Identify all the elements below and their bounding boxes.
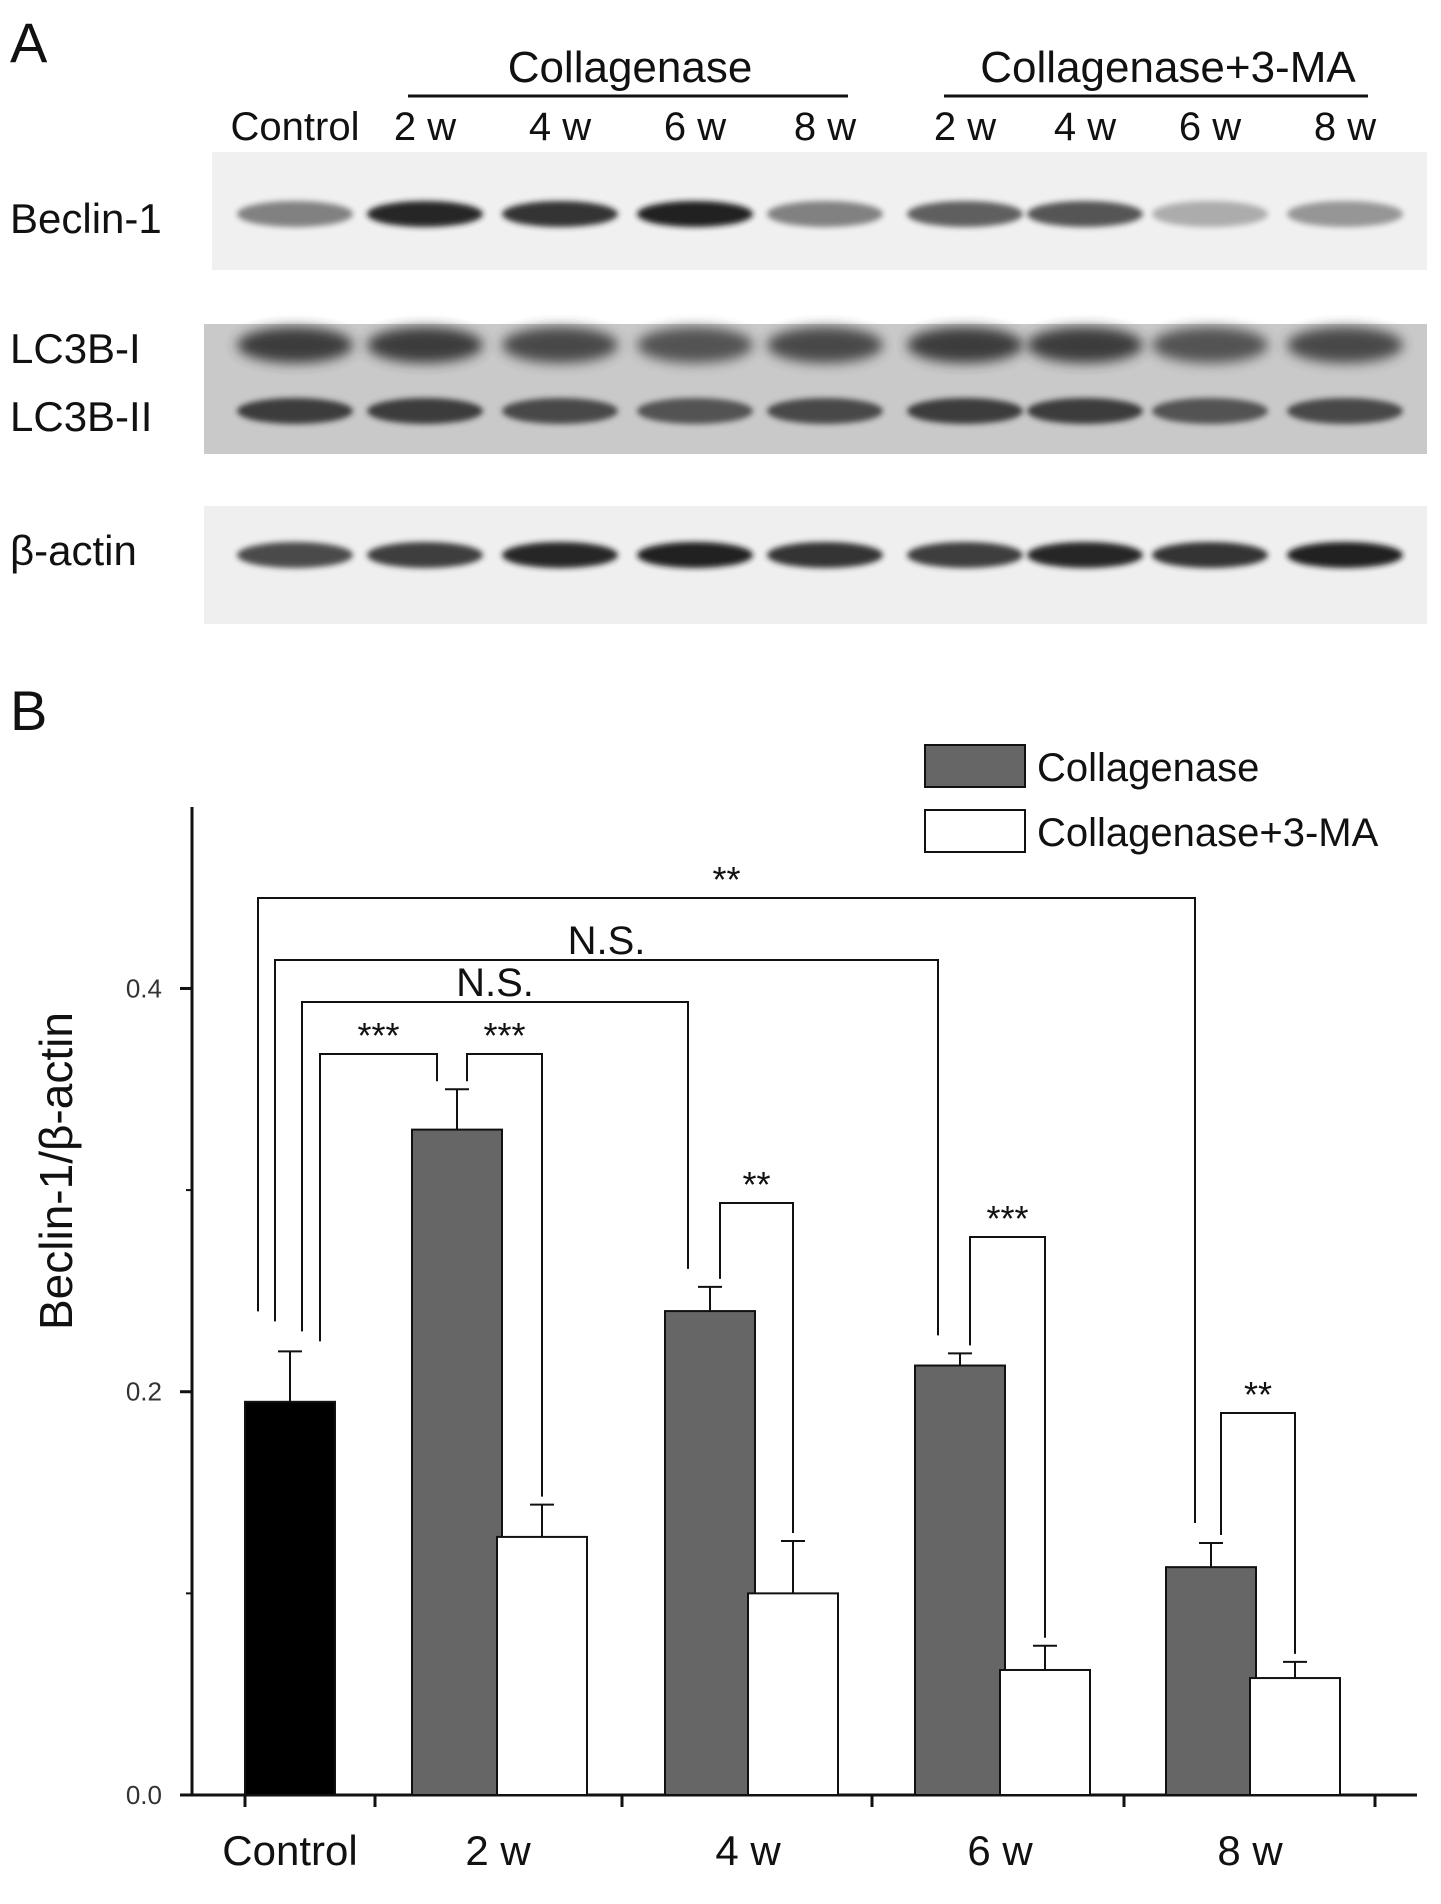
blot-band bbox=[1027, 327, 1143, 363]
significance-brackets: **N.S.N.S.*** ********** bbox=[257, 859, 1296, 1654]
bar-collagenase-3ma bbox=[1249, 1677, 1341, 1797]
significance-bracket bbox=[969, 1236, 1046, 1638]
blot-band bbox=[367, 201, 483, 227]
blot-band bbox=[1287, 542, 1403, 568]
blot-band bbox=[767, 201, 883, 227]
x-tick-label: 2 w bbox=[465, 1827, 531, 1874]
blot-band bbox=[767, 398, 883, 424]
blot-band bbox=[1027, 201, 1143, 227]
significance-bracket bbox=[301, 1001, 689, 1332]
row-label-beclin-1: Beclin-1 bbox=[10, 195, 162, 242]
x-tick-label: Control bbox=[222, 1827, 357, 1874]
blot-band bbox=[637, 327, 753, 363]
x-tick-label: 8 w bbox=[1217, 1827, 1283, 1874]
lane-label: Control bbox=[231, 105, 360, 149]
blot-band bbox=[1027, 398, 1143, 424]
significance-bracket bbox=[466, 1053, 543, 1497]
lane-label: 8 w bbox=[794, 105, 856, 149]
lane-label: 8 w bbox=[1314, 105, 1376, 149]
y-axis-label: Beclin-1/β-actin bbox=[30, 1012, 82, 1330]
significance-label: *** bbox=[483, 1015, 525, 1056]
blot-band bbox=[907, 398, 1023, 424]
lane-label: 2 w bbox=[934, 105, 996, 149]
legend-label-collagenase-3ma: Collagenase+3-MA bbox=[1037, 811, 1379, 855]
bar-collagenase-3ma bbox=[496, 1535, 588, 1796]
blot-band bbox=[237, 542, 353, 568]
blot-band bbox=[767, 542, 883, 568]
significance-bracket bbox=[1220, 1412, 1296, 1654]
blot-band bbox=[637, 542, 753, 568]
significance-label: ** bbox=[1244, 1374, 1272, 1415]
blot-band bbox=[502, 398, 618, 424]
blot-band bbox=[1287, 398, 1403, 424]
bar-collagenase bbox=[411, 1128, 503, 1797]
blot-band bbox=[237, 201, 353, 227]
blot-band bbox=[1287, 327, 1403, 363]
significance-label: N.S. bbox=[456, 961, 534, 1005]
y-tick-label: 0.0 bbox=[126, 1780, 162, 1810]
group-title-collagenase: Collagenase bbox=[508, 43, 753, 92]
significance-bracket bbox=[719, 1202, 794, 1533]
significance-bracket bbox=[319, 1053, 438, 1342]
group-title-collagenase-3ma: Collagenase+3-MA bbox=[980, 43, 1356, 92]
bar-control bbox=[244, 1400, 336, 1796]
blot-band bbox=[907, 327, 1023, 363]
bar-collagenase bbox=[914, 1364, 1006, 1796]
lane-label: 4 w bbox=[529, 105, 591, 149]
y-tick-label: 0.4 bbox=[126, 973, 162, 1003]
lane-labels: Control 2 w 4 w 6 w 8 w 2 w 4 w 6 w 8 w bbox=[231, 105, 1377, 149]
significance-label: N.S. bbox=[568, 919, 646, 963]
blot-band bbox=[1152, 398, 1268, 424]
blot-band bbox=[637, 398, 753, 424]
blot-band bbox=[237, 327, 353, 363]
blot-band bbox=[502, 327, 618, 363]
blot-band bbox=[637, 201, 753, 227]
blot-band bbox=[1152, 542, 1268, 568]
blot-band bbox=[1152, 201, 1268, 227]
significance-bracket bbox=[274, 959, 939, 1336]
lane-label: 2 w bbox=[394, 105, 456, 149]
y-tick-label: 0.2 bbox=[126, 1377, 162, 1407]
blot-band bbox=[1287, 201, 1403, 227]
y-ticks: 0.0 0.2 0.4 bbox=[126, 973, 192, 1810]
legend-swatch-collagenase bbox=[924, 744, 1026, 788]
bar-collagenase bbox=[664, 1310, 756, 1797]
x-tick-label: 4 w bbox=[715, 1827, 781, 1874]
significance-label: *** bbox=[357, 1015, 399, 1056]
bar-collagenase bbox=[1165, 1566, 1257, 1797]
row-label-lc3b-i: LC3B-I bbox=[10, 325, 141, 372]
blot-band bbox=[367, 327, 483, 363]
blot-bands bbox=[237, 201, 1403, 568]
significance-label: ** bbox=[712, 859, 740, 900]
significance-bracket bbox=[257, 897, 1196, 1523]
blot-band bbox=[237, 398, 353, 424]
blot-band bbox=[502, 542, 618, 568]
lane-label: 4 w bbox=[1054, 105, 1116, 149]
legend-swatch-collagenase-3ma bbox=[924, 809, 1026, 853]
bar-collagenase-3ma bbox=[999, 1668, 1091, 1797]
bar-collagenase-3ma bbox=[747, 1592, 839, 1796]
bars bbox=[244, 1088, 1341, 1797]
blot-band bbox=[907, 542, 1023, 568]
blot-band bbox=[367, 542, 483, 568]
x-tick-label: 6 w bbox=[967, 1827, 1033, 1874]
significance-label: *** bbox=[986, 1198, 1028, 1239]
legend-label-collagenase: Collagenase bbox=[1037, 746, 1259, 790]
blot-band bbox=[367, 398, 483, 424]
panel-a-label: A bbox=[10, 11, 48, 74]
lane-label: 6 w bbox=[1179, 105, 1241, 149]
significance-label: ** bbox=[742, 1164, 770, 1205]
row-label-beta-actin: β-actin bbox=[10, 527, 137, 574]
lane-label: 6 w bbox=[664, 105, 726, 149]
blot-band bbox=[1027, 542, 1143, 568]
blot-band bbox=[502, 201, 618, 227]
panel-b-label: B bbox=[10, 679, 47, 742]
row-label-lc3b-ii: LC3B-II bbox=[10, 393, 152, 440]
blot-band bbox=[907, 201, 1023, 227]
x-ticks: Control 2 w 4 w 6 w 8 w bbox=[222, 1795, 1377, 1874]
blot-band bbox=[1152, 327, 1268, 363]
blot-band bbox=[767, 327, 883, 363]
